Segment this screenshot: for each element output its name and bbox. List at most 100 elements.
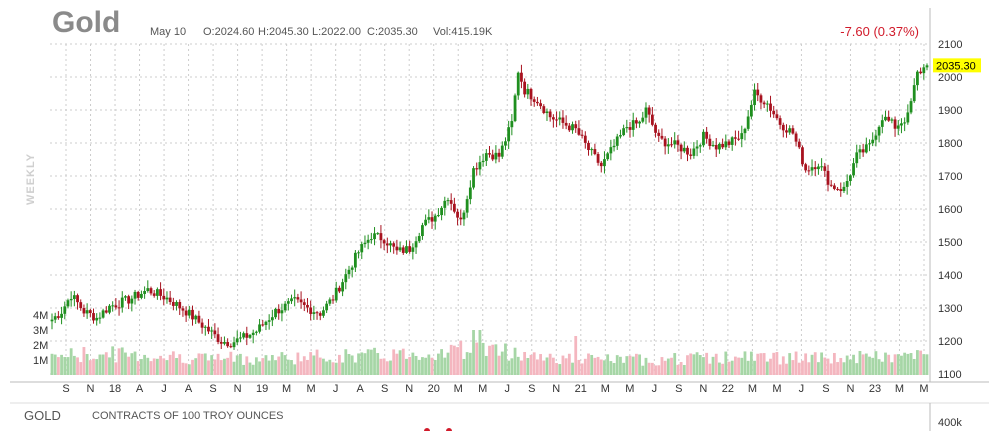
candle-body bbox=[743, 128, 747, 134]
candle-body bbox=[775, 114, 779, 119]
candle-body bbox=[874, 135, 878, 140]
volume-bar bbox=[270, 355, 274, 375]
candle-body bbox=[245, 333, 249, 338]
candle-body bbox=[836, 188, 839, 190]
candle-body bbox=[571, 124, 574, 131]
volume-bar bbox=[912, 358, 916, 375]
time-tick-label: M bbox=[919, 383, 928, 395]
candle-body bbox=[919, 71, 923, 74]
volume-bar bbox=[906, 353, 910, 375]
candle-body bbox=[446, 200, 450, 202]
volume-bar bbox=[130, 353, 134, 375]
candle-body bbox=[762, 102, 766, 105]
volume-bar bbox=[916, 350, 919, 375]
candle-body bbox=[903, 122, 907, 124]
volume-bar bbox=[85, 354, 89, 375]
volume-bar bbox=[178, 354, 182, 375]
volume-bar bbox=[532, 352, 536, 375]
candle-body bbox=[111, 305, 115, 307]
candle-body bbox=[842, 186, 846, 192]
volume-bar bbox=[804, 353, 808, 375]
time-tick-label: M bbox=[748, 383, 757, 395]
volume-bar bbox=[705, 352, 709, 375]
candle-body bbox=[155, 289, 159, 296]
volume-bar bbox=[60, 354, 63, 375]
candle-body bbox=[839, 189, 843, 192]
volume-bar bbox=[459, 340, 463, 375]
candle-body bbox=[593, 149, 597, 155]
volume-bar bbox=[708, 363, 712, 375]
volume-bar bbox=[864, 353, 868, 375]
candle-body bbox=[216, 334, 220, 342]
volume-bar bbox=[124, 352, 127, 375]
candle-body bbox=[104, 310, 108, 313]
volume-bar bbox=[347, 354, 351, 375]
time-tick-label: J bbox=[799, 383, 805, 395]
candle-body bbox=[724, 141, 728, 148]
candle-body bbox=[261, 324, 265, 326]
candle-body bbox=[475, 168, 479, 170]
volume-bar bbox=[245, 356, 249, 375]
candle-body bbox=[692, 148, 696, 156]
volume-bar bbox=[737, 357, 740, 375]
volume-bar bbox=[251, 364, 255, 375]
volume-bar bbox=[452, 345, 456, 375]
volume-bar bbox=[609, 361, 613, 375]
candle-body bbox=[443, 200, 447, 208]
candle-body bbox=[398, 247, 402, 251]
volume-bar bbox=[143, 354, 147, 375]
candle-body bbox=[864, 144, 868, 153]
volume-bar bbox=[848, 359, 852, 375]
candle-body bbox=[411, 247, 415, 252]
candle-body bbox=[392, 243, 396, 247]
candle-body bbox=[673, 140, 677, 145]
candle-body bbox=[916, 71, 919, 86]
candle-body bbox=[868, 143, 871, 145]
candle-body bbox=[315, 312, 319, 314]
volume-bar bbox=[187, 364, 191, 375]
volume-bar bbox=[136, 361, 140, 375]
candle-body bbox=[590, 149, 594, 151]
candle-body bbox=[705, 131, 709, 139]
volume-bar bbox=[823, 357, 827, 375]
candle-body bbox=[159, 289, 162, 296]
candle-body bbox=[909, 101, 913, 113]
candle-body bbox=[810, 167, 814, 171]
candle-body bbox=[797, 141, 801, 148]
volume-bar bbox=[785, 363, 788, 375]
candle-body bbox=[424, 219, 428, 226]
time-tick-label: 23 bbox=[869, 383, 881, 395]
volume-bar bbox=[577, 359, 581, 375]
volume-bar bbox=[615, 355, 619, 375]
candle-body bbox=[727, 141, 731, 145]
candle-body bbox=[759, 95, 763, 103]
volume-bar bbox=[341, 362, 345, 375]
volume-bar bbox=[686, 355, 689, 375]
volume-bar bbox=[299, 361, 303, 375]
candle-body bbox=[749, 105, 753, 117]
volume-bar bbox=[357, 353, 360, 375]
volume-bar bbox=[919, 350, 923, 375]
candle-body bbox=[427, 217, 431, 220]
candle-body bbox=[366, 239, 370, 243]
candle-body bbox=[421, 225, 424, 237]
volume-bar bbox=[494, 344, 498, 375]
candle-body bbox=[555, 119, 558, 121]
volume-bar bbox=[647, 362, 651, 375]
volume-bar bbox=[92, 358, 95, 375]
volume-bar bbox=[133, 351, 137, 375]
candle-body bbox=[612, 145, 616, 148]
candle-body bbox=[494, 152, 498, 160]
candle-body bbox=[638, 121, 641, 124]
candle-body bbox=[896, 125, 900, 129]
volume-bar bbox=[641, 365, 645, 375]
candle-body bbox=[631, 120, 635, 130]
candle-body bbox=[644, 107, 648, 118]
volume-bar bbox=[877, 359, 881, 375]
high-value: H:2045.30 bbox=[258, 26, 309, 38]
volume-bar bbox=[200, 353, 204, 375]
candle-body bbox=[488, 153, 491, 155]
volume-bar bbox=[625, 356, 629, 375]
volume-bar bbox=[555, 363, 558, 375]
candle-body bbox=[165, 297, 169, 300]
